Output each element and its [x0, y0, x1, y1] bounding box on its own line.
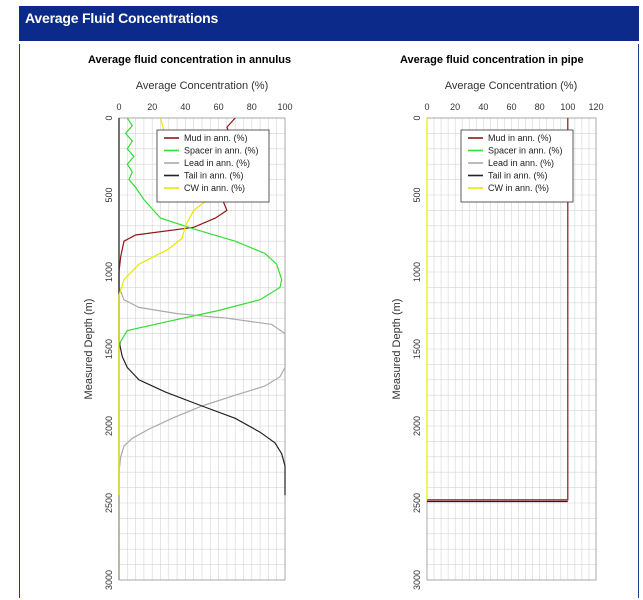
x-tick-label: 100: [560, 102, 575, 112]
legend-label: Lead in ann. (%): [488, 158, 554, 168]
x-tick-label: 0: [424, 102, 429, 112]
y-tick-label: 3000: [412, 570, 422, 590]
y-tick-label: 2500: [412, 493, 422, 513]
x-tick-label: 100: [277, 102, 292, 112]
legend-label: Tail in ann. (%): [184, 171, 244, 181]
section-title: Average Fluid Concentrations: [25, 10, 219, 26]
legend-label: Mud in ann. (%): [488, 133, 552, 143]
x-tick-label: 60: [506, 102, 516, 112]
x-tick-label: 80: [535, 102, 545, 112]
header-divider: [19, 41, 639, 44]
x-tick-label: 20: [147, 102, 157, 112]
y-tick-label: 500: [104, 187, 114, 202]
legend-label: CW in ann. (%): [488, 183, 549, 193]
y-tick-label: 2500: [104, 493, 114, 513]
y-tick-label: 2000: [104, 416, 114, 436]
x-tick-label: 40: [478, 102, 488, 112]
y-tick-label: 1500: [412, 339, 422, 359]
y-tick-label: 1500: [104, 339, 114, 359]
x-tick-label: 40: [180, 102, 190, 112]
series-line-0: [427, 118, 569, 501]
x-tick-label: 0: [116, 102, 121, 112]
x-tick-label: 20: [450, 102, 460, 112]
legend-label: Spacer in ann. (%): [184, 146, 259, 156]
x-tick-label: 60: [214, 102, 224, 112]
pipe-chart-title: Average fluid concentration in pipe: [400, 54, 584, 66]
section-header: Average Fluid Concentrations: [19, 6, 639, 41]
legend-label: Lead in ann. (%): [184, 158, 250, 168]
legend-box: [460, 129, 574, 203]
y-tick-label: 500: [412, 187, 422, 202]
x-axis-label: Average Concentration (%): [445, 80, 577, 92]
y-tick-label: 3000: [104, 570, 114, 590]
y-tick-label: 0: [412, 115, 422, 120]
y-axis-label: Measured Depth (m): [391, 299, 403, 400]
series-line-2: [118, 118, 286, 580]
x-tick-label: 120: [588, 102, 603, 112]
legend-box: [156, 129, 270, 203]
annulus-chart-title: Average fluid concentration in annulus: [88, 54, 292, 66]
legend-label: Spacer in ann. (%): [488, 146, 563, 156]
x-axis-label: Average Concentration (%): [136, 80, 268, 92]
chart-1: Average Concentration (%) 0 20 40 60 80 100 120…: [391, 80, 604, 590]
series-line-3: [118, 118, 286, 496]
x-tick-label: 80: [247, 102, 257, 112]
y-tick-label: 0: [104, 115, 114, 120]
series-line-1: [118, 117, 283, 580]
legend-label: CW in ann. (%): [184, 183, 245, 193]
y-tick-label: 1000: [412, 262, 422, 282]
y-axis-label: Measured Depth (m): [83, 299, 95, 400]
chart-0: Average Concentration (%)0 20 40 60 80 100050…: [83, 80, 293, 590]
y-tick-label: 2000: [412, 416, 422, 436]
y-tick-label: 1000: [104, 262, 114, 282]
legend-label: Mud in ann. (%): [184, 133, 248, 143]
legend-label: Tail in ann. (%): [488, 171, 548, 181]
